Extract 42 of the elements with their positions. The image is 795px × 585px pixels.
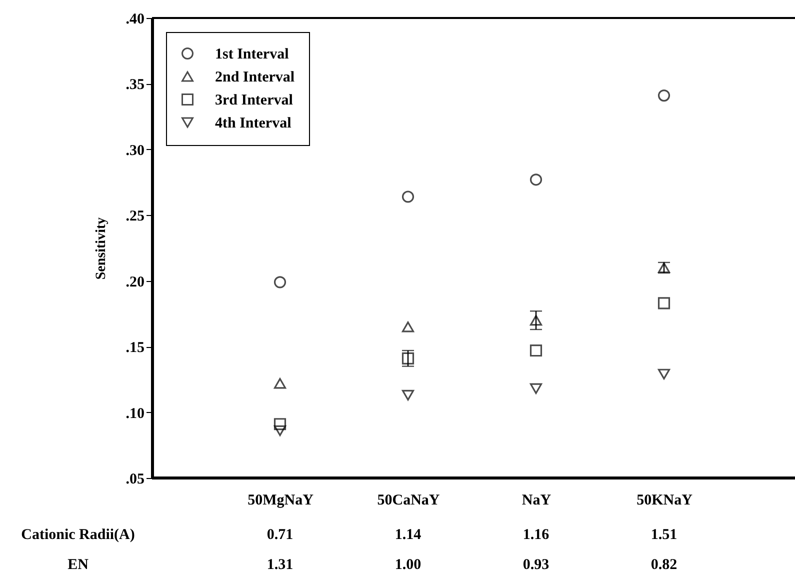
y-tick-label: .40 <box>126 12 144 28</box>
point <box>402 390 414 401</box>
legend-label: 2nd Interval <box>215 70 295 86</box>
text: 1.00 <box>394 557 422 573</box>
point <box>402 352 414 364</box>
text: 1.31 <box>266 557 294 573</box>
point <box>402 190 414 203</box>
text: EN <box>68 557 89 573</box>
point <box>402 322 414 332</box>
legend-label: 4th Interval <box>215 116 292 132</box>
point <box>530 174 542 186</box>
x-tick-label: 50KNaY <box>636 492 693 508</box>
x-tick-label: NaY <box>522 492 552 508</box>
y-tick-label: .35 <box>126 77 144 94</box>
point <box>530 344 542 357</box>
point <box>274 378 286 389</box>
y-tick-label: .15 <box>126 340 144 356</box>
text: 0.82 <box>650 557 678 573</box>
point <box>530 314 542 326</box>
point <box>274 425 286 436</box>
point <box>274 276 286 288</box>
point <box>658 368 670 380</box>
point <box>274 418 286 430</box>
y-tick-label: .05 <box>126 472 144 488</box>
text: 0.93 <box>522 557 550 573</box>
text: 1.14 <box>394 527 422 543</box>
point <box>658 90 670 102</box>
y-tick-label: .20 <box>126 274 144 290</box>
point <box>530 383 542 394</box>
text: 1.51 <box>650 527 678 543</box>
x-tick-label: 50CaNaY <box>377 492 440 508</box>
x-tick-label: 50MgNaY <box>248 492 314 508</box>
y-tick-label: .25 <box>126 208 144 225</box>
text: Cationic Radii(A) <box>21 527 135 543</box>
legend-label: 3rd Interval <box>215 92 293 108</box>
text: 0.71 <box>266 527 294 543</box>
legend-label: 1st Interval <box>215 46 289 62</box>
y-tick-label: .10 <box>126 406 144 422</box>
text: 1.16 <box>522 527 550 543</box>
y-tick-label: .30 <box>126 142 144 159</box>
point <box>658 297 670 310</box>
y-axis-title: Sensitivity <box>94 217 109 280</box>
